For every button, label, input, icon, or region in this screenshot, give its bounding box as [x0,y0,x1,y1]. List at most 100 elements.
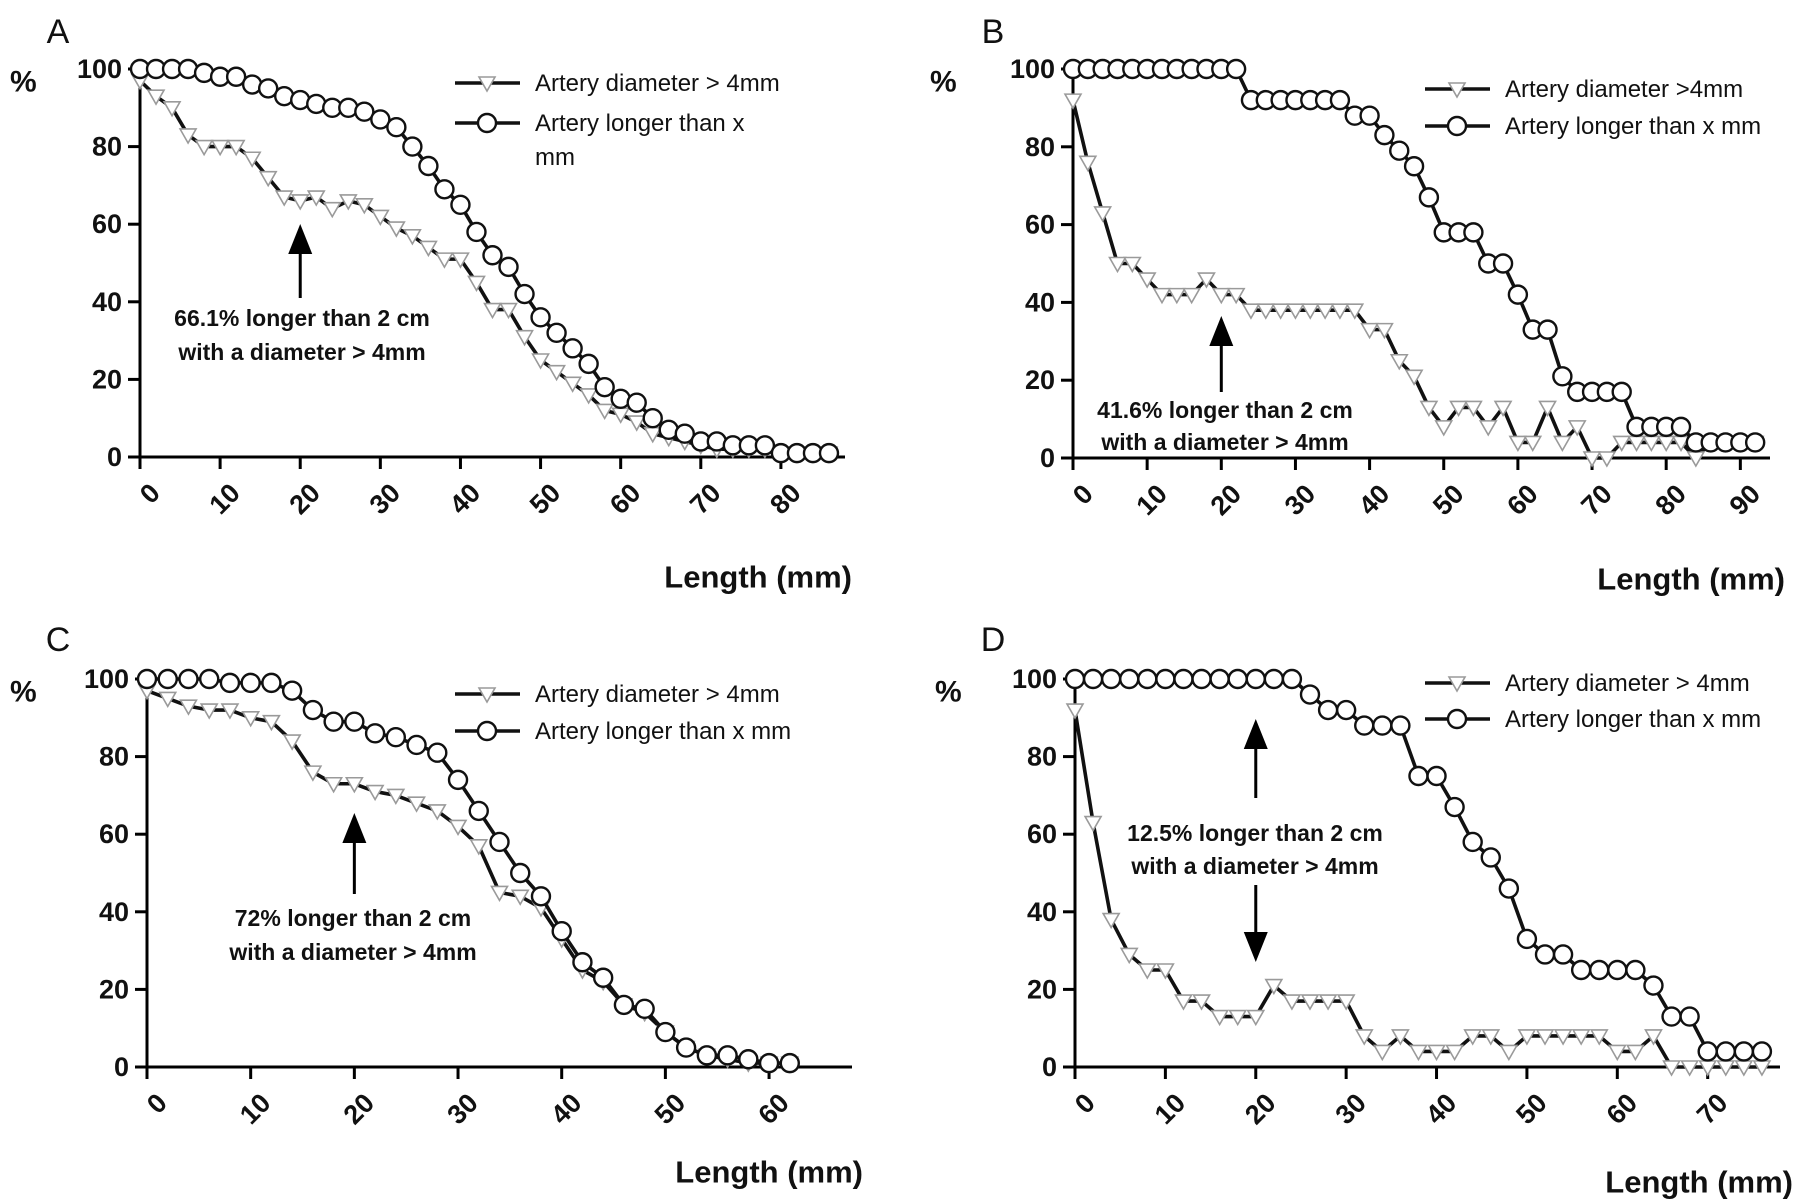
x-tick-label: 30 [1279,479,1321,521]
x-tick-label: 10 [203,478,245,520]
data-point-circle [1173,668,1194,690]
data-point-triangle [1434,420,1454,437]
legend-marker-circle [476,112,498,134]
data-point-triangle [1300,994,1320,1011]
data-point-triangle [1210,1009,1229,1027]
annotation: 66.1% longer than 2 cm with a diameter > … [174,224,430,365]
data-point-circle [1492,253,1514,274]
data-point-circle [178,668,199,690]
data-point-triangle [579,388,599,405]
data-point-circle [546,322,567,344]
data-point-triangle [241,710,261,728]
data-point-circle [1480,847,1501,868]
annotation-arrow-head [1209,316,1234,346]
data-point-triangle [451,252,470,269]
data-point-triangle [179,699,198,716]
series-line [1073,709,1762,1069]
data-point-circle [1281,668,1303,690]
legend-marker-triangle [477,76,497,93]
data-point-circle [572,952,593,973]
data-point-triangle [220,703,240,720]
data-point-triangle [1607,1044,1627,1062]
x-tick-label: 0 [1067,479,1099,511]
x-tick-label: 0 [134,478,166,510]
data-point-circle [1463,222,1484,243]
x-tick-label: 70 [1575,479,1617,521]
legend-label: Artery diameter > 4mm [535,70,780,97]
data-point-triangle [162,101,182,118]
data-point-triangle [1612,435,1632,453]
data-point-triangle [1286,303,1305,320]
data-point-circle [1191,668,1212,690]
y-axis-label: % [935,676,962,709]
data-point-triangle [1419,400,1439,418]
annotation-line-2: with a diameter > 4mm [177,339,425,365]
data-point-triangle [1427,1044,1446,1062]
data-point-circle [1516,928,1538,950]
legend-label-line: Artery longer than x [535,110,744,137]
data-point-circle [468,800,489,822]
data-point-circle [302,699,324,721]
data-point-triangle [1375,322,1394,340]
legend-label: Artery diameter >4mm [1505,76,1743,103]
x-tick-label: 60 [752,1088,794,1130]
data-point-circle [1403,156,1425,177]
data-point-circle [1462,831,1483,853]
data-point-triangle [1372,1044,1392,1062]
data-point-triangle [1246,1009,1266,1027]
data-point-circle [1137,668,1158,690]
data-point-triangle [386,221,406,238]
data-point-circle [1372,715,1393,736]
y-tick-label: 80 [1027,742,1057,772]
data-point-triangle [1553,435,1572,453]
data-point-circle [199,668,220,690]
data-point-triangle [1315,303,1335,320]
x-tick-label: 50 [524,478,566,520]
data-point-triangle [370,209,390,227]
y-tick-label: 20 [99,974,129,1004]
data-point-triangle [1156,963,1175,980]
data-point-triangle [1571,1029,1591,1046]
legend-label-line: Artery longer than x mm [1505,706,1761,733]
data-point-triangle [1567,420,1587,437]
data-point-triangle [531,353,550,370]
data-point-triangle [407,796,426,813]
data-point-circle [1408,765,1429,787]
data-point-circle [1679,1006,1700,1027]
x-tick-label: 70 [1691,1088,1733,1130]
data-point-circle [1390,715,1411,736]
x-tick-label: 0 [1069,1088,1101,1120]
data-point-triangle [1644,1029,1663,1046]
data-point-circle [1082,668,1104,690]
x-tick-label: 30 [441,1088,483,1130]
data-point-circle [447,769,469,791]
data-point-circle [1329,89,1351,111]
data-point-circle [1733,1041,1755,1062]
data-point-triangle [1597,451,1617,468]
data-point-circle [1507,284,1529,305]
data-point-triangle [499,302,518,320]
data-point-circle [1354,715,1375,736]
x-tick-label: 60 [1601,1088,1643,1130]
data-point-circle [626,392,647,413]
data-point-triangle [1445,1044,1464,1062]
data-point-circle [1227,668,1248,690]
data-point-triangle [1330,303,1350,320]
y-tick-label: 0 [1040,443,1055,473]
data-point-triangle [1508,435,1528,453]
legend-label: Artery longer than x mm [1505,706,1761,733]
data-point-circle [1119,668,1140,690]
series-artery-longer-than-x [1064,668,1773,1062]
x-tick-label: 50 [1427,479,1469,521]
legend-label: Artery longer than x mm [1505,113,1761,140]
data-point-triangle [1063,93,1083,110]
data-point-circle [489,831,510,853]
annotation-arrow-head-down [1243,932,1268,962]
data-point-triangle [1211,287,1231,305]
data-point-circle [225,66,247,87]
y-tick-label: 40 [92,287,122,317]
annotation: 41.6% longer than 2 cm with a diameter > … [1097,316,1353,455]
data-point-circle [530,886,552,907]
data-point-triangle [1152,287,1172,305]
data-point-circle [1552,944,1574,965]
